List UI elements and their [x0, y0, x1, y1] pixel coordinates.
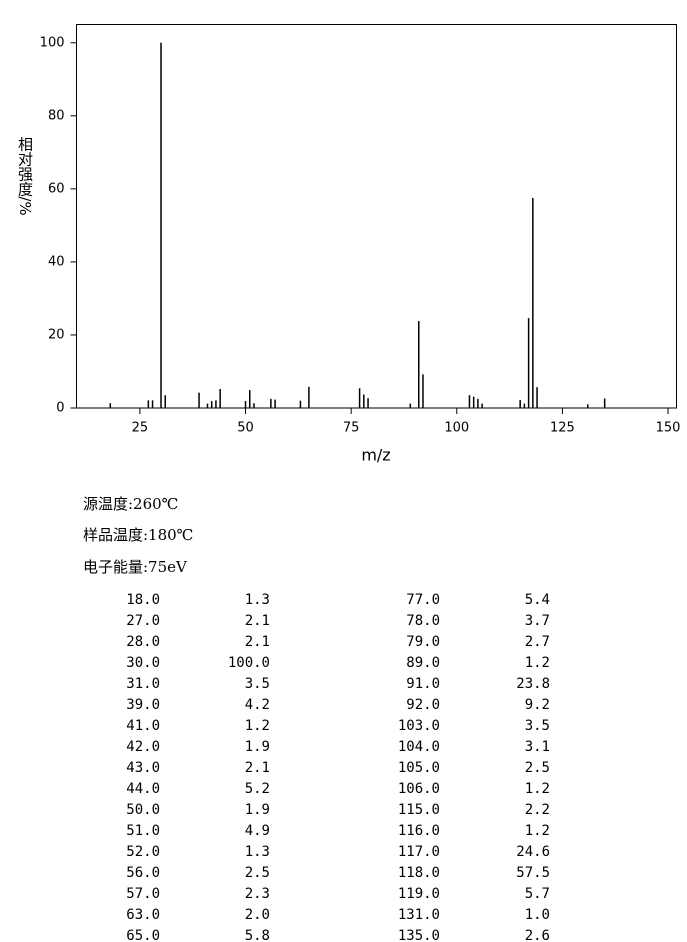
info-line: 电子能量:75eV [83, 558, 188, 576]
x-tick-label: 50 [237, 421, 254, 436]
table-intensity: 1.0 [525, 907, 550, 923]
table-mz: 52.0 [126, 844, 160, 860]
y-tick-label: 80 [48, 108, 65, 123]
y-tick-label: 100 [40, 35, 65, 50]
table-mz: 78.0 [406, 613, 440, 629]
table-mz: 89.0 [406, 655, 440, 671]
table-intensity: 24.6 [516, 844, 550, 860]
x-axis-label: m/z [361, 446, 390, 465]
y-tick-label: 40 [48, 254, 65, 269]
table-mz: 117.0 [398, 844, 440, 860]
table-intensity: 2.5 [245, 865, 270, 881]
table-intensity: 1.2 [525, 655, 550, 671]
table-mz: 118.0 [398, 865, 440, 881]
table-intensity: 5.2 [245, 781, 270, 797]
y-tick-label: 0 [56, 401, 64, 416]
x-tick-label: 150 [656, 421, 681, 436]
table-mz: 51.0 [126, 823, 160, 839]
table-mz: 31.0 [126, 676, 160, 692]
table-mz: 42.0 [126, 739, 160, 755]
y-tick-label: 20 [48, 327, 65, 342]
table-mz: 116.0 [398, 823, 440, 839]
plot-frame [76, 24, 677, 409]
x-tick-label: 125 [550, 421, 575, 436]
table-intensity: 5.4 [525, 592, 550, 608]
table-intensity: 1.2 [245, 718, 270, 734]
table-intensity: 1.2 [525, 781, 550, 797]
table-intensity: 1.2 [525, 823, 550, 839]
table-intensity: 1.3 [245, 592, 270, 608]
table-mz: 92.0 [406, 697, 440, 713]
table-mz: 28.0 [126, 634, 160, 650]
table-mz: 104.0 [398, 739, 440, 755]
table-intensity: 2.0 [245, 907, 270, 923]
table-mz: 105.0 [398, 760, 440, 776]
table-mz: 77.0 [406, 592, 440, 608]
table-intensity: 2.2 [525, 802, 550, 818]
y-tick-label: 60 [48, 181, 65, 196]
table-mz: 63.0 [126, 907, 160, 923]
table-intensity: 2.7 [525, 634, 550, 650]
table-mz: 131.0 [398, 907, 440, 923]
table-intensity: 2.1 [245, 760, 270, 776]
table-intensity: 3.1 [525, 739, 550, 755]
table-intensity: 2.5 [525, 760, 550, 776]
table-intensity: 2.3 [245, 886, 270, 902]
table-intensity: 4.2 [245, 697, 270, 713]
table-mz: 18.0 [126, 592, 160, 608]
table-intensity: 57.5 [516, 865, 550, 881]
table-mz: 79.0 [406, 634, 440, 650]
table-mz: 43.0 [126, 760, 160, 776]
table-intensity: 1.9 [245, 739, 270, 755]
table-mz: 56.0 [126, 865, 160, 881]
table-intensity: 1.3 [245, 844, 270, 860]
table-mz: 106.0 [398, 781, 440, 797]
table-intensity: 3.7 [525, 613, 550, 629]
table-intensity: 2.1 [245, 634, 270, 650]
table-intensity: 4.9 [245, 823, 270, 839]
table-mz: 103.0 [398, 718, 440, 734]
x-tick-label: 100 [444, 421, 469, 436]
table-mz: 39.0 [126, 697, 160, 713]
table-intensity: 2.6 [525, 928, 550, 942]
table-mz: 91.0 [406, 676, 440, 692]
table-mz: 119.0 [398, 886, 440, 902]
info-line: 样品温度:180℃ [83, 526, 193, 544]
table-intensity: 1.9 [245, 802, 270, 818]
y-axis-label: 相对强度/% [16, 136, 34, 215]
info-line: 源温度:260℃ [83, 495, 178, 513]
table-intensity: 100.0 [228, 655, 270, 671]
table-intensity: 5.7 [525, 886, 550, 902]
table-mz: 50.0 [126, 802, 160, 818]
table-mz: 65.0 [126, 928, 160, 942]
table-intensity: 5.8 [245, 928, 270, 942]
table-intensity: 23.8 [516, 676, 550, 692]
table-mz: 44.0 [126, 781, 160, 797]
x-tick-label: 25 [132, 421, 149, 436]
table-intensity: 3.5 [245, 676, 270, 692]
x-tick-label: 75 [343, 421, 360, 436]
table-intensity: 9.2 [525, 697, 550, 713]
table-mz: 41.0 [126, 718, 160, 734]
table-mz: 115.0 [398, 802, 440, 818]
table-mz: 27.0 [126, 613, 160, 629]
table-mz: 135.0 [398, 928, 440, 942]
table-intensity: 2.1 [245, 613, 270, 629]
table-mz: 30.0 [126, 655, 160, 671]
table-mz: 57.0 [126, 886, 160, 902]
table-intensity: 3.5 [525, 718, 550, 734]
